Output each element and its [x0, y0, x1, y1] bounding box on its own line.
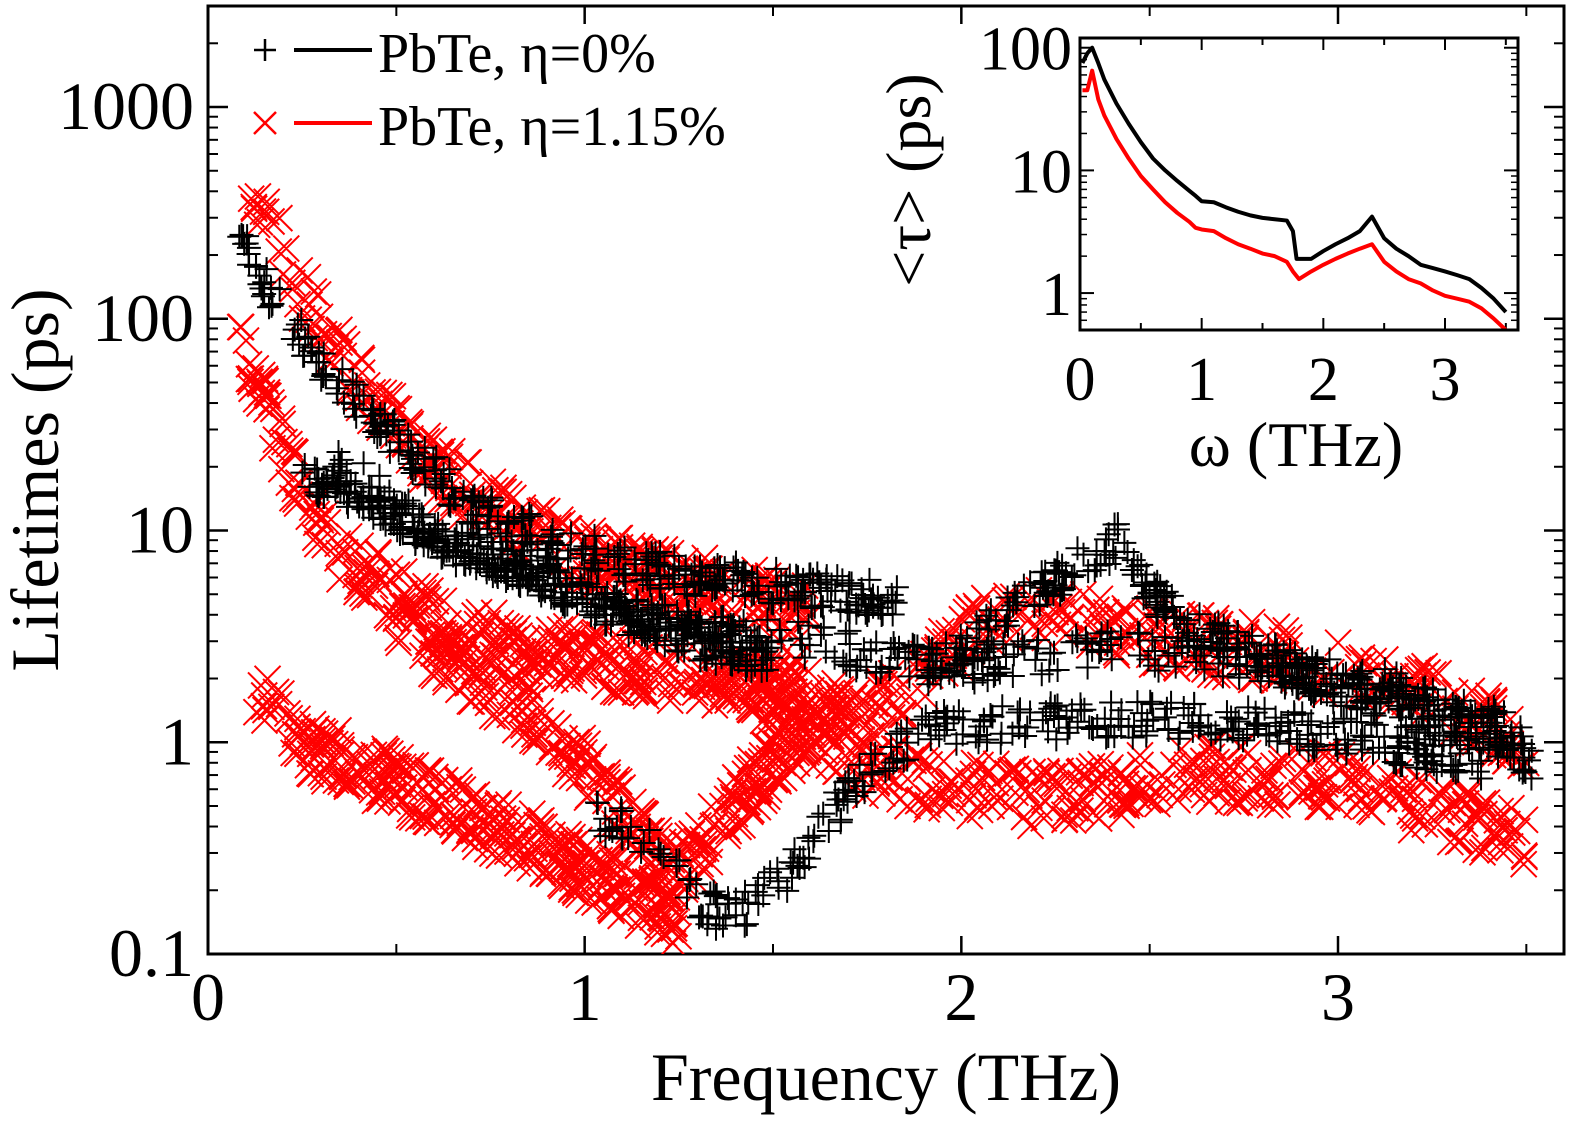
inset-y-tick-label: 100 — [979, 16, 1072, 84]
main-y-tick-label: 1000 — [58, 68, 194, 144]
main-y-tick-label: 0.1 — [109, 915, 194, 991]
scatter-branch-cross-5 — [799, 729, 1539, 878]
inset-x-tick-label: 3 — [1430, 346, 1461, 414]
inset-y-tick-label: 10 — [1010, 138, 1072, 206]
scatter-branch-plus-3 — [584, 689, 1494, 941]
legend-marker-cross — [253, 111, 277, 135]
main-ticks — [206, 5, 1564, 956]
scatter-branch-plus-0 — [227, 222, 909, 628]
main-y-axis-label: Lifetimes (ps) — [0, 288, 73, 671]
inset-tick-labels: 0 1 2 3 1 10 100 — [979, 16, 1461, 414]
inset-y-tick-label: 1 — [1041, 261, 1072, 329]
scatter-branch-cross-3 — [382, 591, 861, 913]
inset-x-tick-label: 0 — [1065, 346, 1096, 414]
main-y-tick-label: 10 — [126, 492, 194, 568]
inset-plot-background — [1080, 38, 1518, 330]
scatter-branch-plus-4 — [290, 452, 784, 683]
legend-marker-plus — [254, 39, 276, 61]
inset-y-axis-label: <τ> (ps) — [873, 73, 944, 286]
inset-line-red — [1082, 68, 1508, 330]
main-plot-frame — [206, 4, 1566, 956]
legend-entry-1: PbTe, η=1.15% — [253, 96, 726, 158]
legend-label-1: PbTe, η=1.15% — [378, 96, 726, 158]
main-x-tick-label: 1 — [568, 959, 602, 1035]
main-x-tick-label: 2 — [944, 959, 978, 1035]
main-x-tick-label: 3 — [1321, 959, 1355, 1035]
inset-x-tick-label: 1 — [1186, 346, 1217, 414]
main-y-tick-label: 100 — [92, 280, 194, 356]
legend-label-0: PbTe, η=0% — [378, 23, 656, 85]
series-plus — [227, 222, 1544, 941]
main-y-tick-label: 1 — [160, 703, 194, 779]
main-x-tick-label: 0 — [191, 959, 225, 1035]
inset-lines — [1080, 45, 1508, 330]
inset-x-tick-label: 2 — [1308, 346, 1339, 414]
scatter-branch-cross-2 — [242, 665, 693, 954]
inset-x-axis-label: ω (THz) — [1189, 409, 1403, 480]
inset-line-black — [1080, 45, 1508, 314]
main-marks — [226, 182, 1544, 954]
inset-plot-frame — [1078, 36, 1520, 332]
legend: PbTe, η=0% PbTe, η=1.15% — [253, 23, 726, 158]
inset-plot: 0 1 2 3 1 10 100 ω (THz) <τ> (ps) — [873, 16, 1520, 480]
scatter-branch-plus-2 — [915, 512, 1544, 791]
legend-entry-0: PbTe, η=0% — [254, 23, 656, 85]
main-x-axis-label: Frequency (THz) — [651, 1039, 1121, 1115]
